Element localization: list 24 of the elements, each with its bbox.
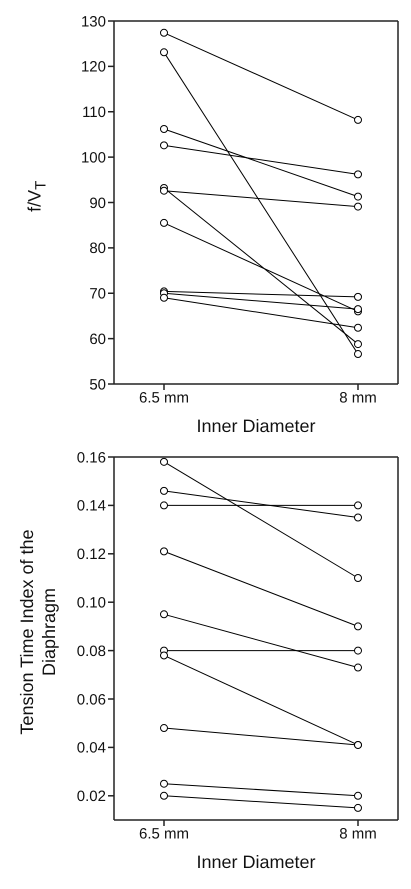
y-tick-label: 60 bbox=[89, 330, 106, 348]
y-tick-label: 0.16 bbox=[76, 449, 106, 466]
y-tick-label: 50 bbox=[89, 376, 106, 394]
y-tick-label: 0.02 bbox=[76, 788, 106, 806]
y-tick-label: 80 bbox=[89, 240, 106, 258]
y-tick-label: 0.10 bbox=[76, 594, 106, 612]
x-tick-label: 8 mm bbox=[339, 826, 377, 843]
x-tick-label: 6.5 mm bbox=[138, 826, 190, 843]
y-tick-label: 0.12 bbox=[76, 546, 106, 564]
y-tick-label: 120 bbox=[80, 58, 106, 76]
y-tick-label: 130 bbox=[80, 13, 106, 30]
x-tick-label: 8 mm bbox=[339, 390, 377, 407]
y-tick-label: 100 bbox=[80, 149, 106, 166]
y-tick-label: 0.14 bbox=[76, 498, 106, 515]
y-tick-label: 0.08 bbox=[76, 642, 106, 660]
y-tick-label: 0.04 bbox=[76, 740, 106, 757]
x-axis-title: Inner Diameter bbox=[196, 852, 316, 872]
y-tick-label: 0.06 bbox=[76, 691, 106, 708]
x-axis-title: Inner Diameter bbox=[196, 416, 316, 436]
y-tick-label: 90 bbox=[89, 194, 106, 212]
y-tick-label: 70 bbox=[89, 286, 106, 303]
x-tick-label: 6.5 mm bbox=[138, 390, 190, 407]
y-axis-title: Tension Time Index of the Diaphragm bbox=[16, 528, 60, 737]
y-tick-label: 110 bbox=[82, 104, 106, 122]
